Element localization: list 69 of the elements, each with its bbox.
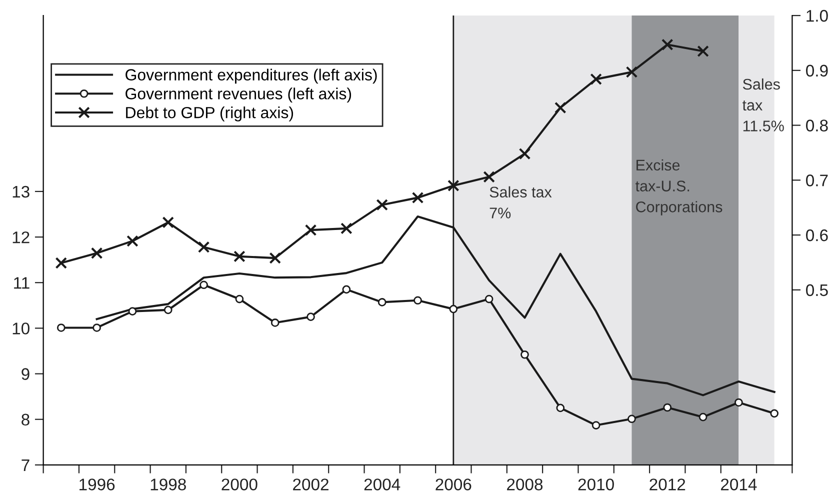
point [590,73,602,86]
point [697,45,709,58]
point [592,421,600,430]
point [556,404,565,412]
point [126,235,138,247]
y-tick-label: 12 [12,231,30,244]
x-tick-label: 1996 [80,478,115,490]
point [484,294,494,304]
x-tick-label: 2004 [364,478,400,490]
point [342,285,351,294]
x-tick-label: 2002 [293,478,328,490]
point [269,252,282,264]
point [56,324,66,332]
point [55,257,68,269]
point [234,250,246,262]
point [304,224,317,236]
point [164,306,172,314]
y2-tick-label: 0.8 [806,120,828,132]
x-tick-label: 2006 [436,478,472,490]
band-label: Excise tax-U.S. Corporations [636,159,722,216]
point [663,403,672,412]
point [554,102,566,114]
point [340,222,352,234]
point [520,350,529,359]
band-label: Sales tax 7% [490,186,552,218]
point [483,170,495,183]
x-tick-label: 2010 [578,478,614,490]
point [378,298,386,306]
point [270,318,280,327]
y-tick-label: 13 [12,186,30,198]
y2-tick-label: 0.7 [806,174,828,186]
legend-label: Government expenditures (left axis) [126,68,377,84]
y2-tick-label: 0.9 [806,64,828,77]
point [661,38,674,51]
point [448,180,460,192]
point [128,307,137,316]
y2-tick-label: 1.0 [806,10,828,22]
point [162,216,174,228]
band-label: Sales tax 11.5% [742,78,784,132]
y-tick-label: 8 [22,414,30,426]
point [414,296,422,305]
point [198,241,210,253]
point [698,412,708,422]
y-tick-label: 10 [12,322,30,334]
point [628,414,636,424]
point [235,294,244,304]
point [306,312,315,321]
x-tick-label: 2000 [222,478,258,490]
x-tick-label: 2012 [650,478,686,490]
point [376,198,388,211]
legend-label: Debt to GDP (right axis) [126,106,294,122]
y-tick-label: 9 [22,368,30,380]
point [518,148,531,160]
y2-tick-label: 0.5 [806,284,828,296]
point [92,324,101,332]
y-tick-label: 11 [14,277,30,289]
point [200,280,208,290]
point [734,398,743,407]
legend-label: Government revenues (left axis) [126,88,352,103]
point [412,192,424,204]
point [770,409,779,418]
x-tick-label: 2008 [507,478,543,490]
point [449,304,458,314]
x-tick-label: 1998 [150,478,186,490]
point [90,247,103,260]
y2-tick-label: 0.6 [806,229,828,242]
x-tick-label: 2014 [720,478,757,490]
point [626,66,638,78]
y-tick-label: 7 [22,460,30,471]
